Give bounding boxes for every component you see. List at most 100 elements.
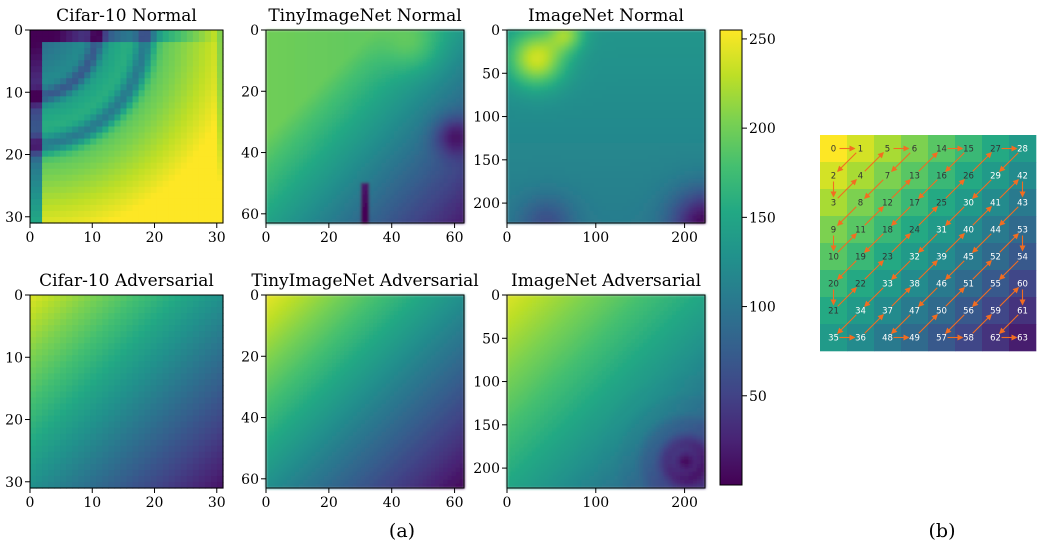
heatmap-cell [266,138,271,144]
heatmap-cell [443,146,449,152]
heatmap-cell [377,54,383,59]
heatmap-cell [443,38,449,43]
heatmap-cell [270,138,275,144]
heatmap-cell [680,70,685,75]
heatmap-cell [311,110,317,116]
heatmap-cell [643,54,648,59]
heatmap-cell [606,54,611,59]
heatmap-cell [651,122,657,128]
heatmap-cell [360,62,366,67]
heatmap-cell [48,72,55,79]
heatmap-cell [162,108,170,116]
heatmap-cell [659,34,665,39]
heatmap-cell [560,114,566,120]
heatmap-cell [560,38,566,43]
heatmap-cell [667,106,673,112]
heatmap-cell [42,186,49,194]
heatmap-cell [290,154,296,160]
heatmap-cell [90,192,97,200]
heatmap-cell [352,70,358,75]
heatmap-cell [696,142,702,148]
heatmap-cell [144,48,152,55]
heatmap-cell [369,106,374,112]
heatmap-cell [556,98,562,103]
heatmap-cell [114,84,122,91]
heatmap-cell [66,192,73,200]
heatmap-cell [410,106,416,112]
heatmap-cell [336,78,341,83]
heatmap-cell [606,118,611,124]
heatmap-cell [692,70,698,75]
heatmap-cell [626,142,632,148]
heatmap-cell [389,50,395,55]
heatmap-cell [443,66,449,71]
heatmap-cell [535,74,541,79]
heatmap-cell [156,108,164,116]
heatmap-cell [278,214,284,220]
heatmap-cell [511,62,516,67]
heatmap-cell [150,168,158,176]
heatmap-cell [286,78,292,83]
heatmap-cell [311,130,317,136]
heatmap-cell [455,130,461,136]
heatmap-cell [692,122,698,128]
heatmap-cell [278,218,284,224]
heatmap-cell [120,30,128,37]
heatmap-cell [286,150,292,156]
heatmap-cell [336,90,341,95]
heatmap-cell [593,90,599,95]
heatmap-cell [282,182,288,188]
heatmap-cell [369,122,374,128]
heatmap-cell [373,214,378,220]
heatmap-cell [414,158,420,164]
heatmap-cell [278,62,284,67]
heatmap-cell [402,94,407,99]
heatmap-cell [451,134,457,140]
heatmap-cell [156,186,164,194]
heatmap-cell [672,62,677,67]
heatmap-cell [311,34,317,39]
heatmap-cell [667,86,673,91]
heatmap-cell [344,218,350,224]
heatmap-cell [680,90,685,95]
heatmap-cell [692,106,698,112]
heatmap-cell [568,122,574,128]
heatmap-cell [323,114,329,120]
heatmap-cell [323,134,329,140]
heatmap-cell [162,72,170,79]
heatmap-cell [459,122,465,128]
heatmap-cell [548,122,553,128]
heatmap-cell [54,48,61,55]
heatmap-cell [84,96,91,103]
heatmap-cell [377,94,383,99]
heatmap-cell [531,38,537,43]
heatmap-cell [663,66,669,71]
heatmap-cell [406,118,411,124]
heatmap-cell [352,34,358,39]
heatmap-cell [402,106,407,112]
heatmap-cell [459,146,465,152]
heatmap-cell [332,38,337,43]
heatmap-cell [377,78,383,83]
heatmap-cell [606,62,611,67]
heatmap-cell [676,162,681,168]
heatmap-cell [447,46,453,51]
y-tick-label: 20 [241,84,259,100]
heatmap-cell [120,162,128,170]
heatmap-cell [303,34,308,39]
heatmap-cell [344,158,350,164]
heatmap-cell [290,42,296,47]
heatmap-cell [108,180,116,188]
heatmap-cell [138,120,146,128]
heatmap-cell [168,90,176,97]
heatmap-cell [294,38,300,43]
heatmap-cell [385,170,391,176]
heatmap-cell [435,78,440,83]
heatmap-cell [676,154,681,160]
heatmap-cell [336,206,341,212]
heatmap-cell [700,122,706,128]
heatmap-cell [274,86,279,91]
heatmap-cell [340,82,345,87]
heatmap-cell [655,134,661,140]
heatmap-cell [667,98,673,103]
